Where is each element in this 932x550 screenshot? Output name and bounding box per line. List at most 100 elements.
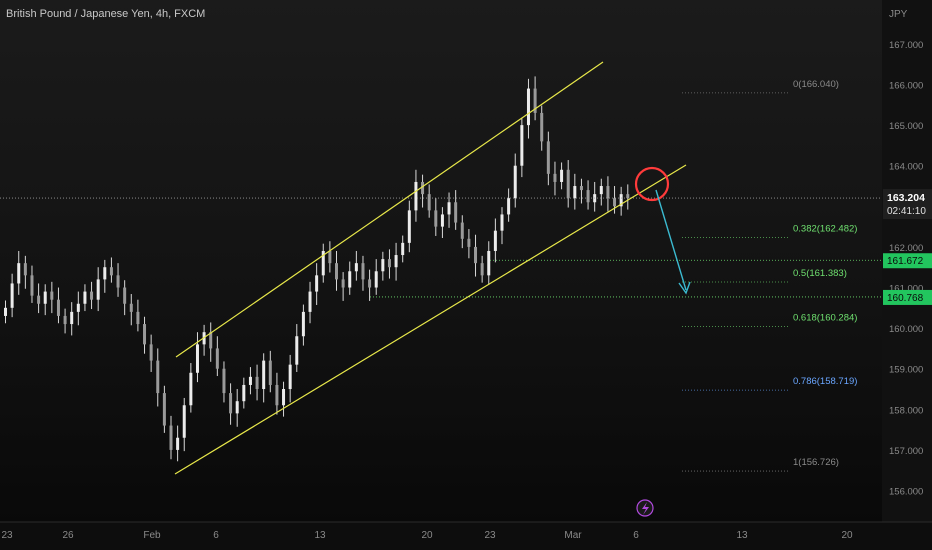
candle-body: [573, 186, 577, 199]
candle-body: [513, 165, 517, 199]
candle-body: [586, 190, 590, 203]
candle-body: [434, 210, 438, 227]
breakout-circle-marker[interactable]: [634, 166, 670, 202]
candle-body: [242, 384, 246, 402]
candle-body: [566, 169, 570, 199]
candle-body: [354, 263, 358, 272]
fib-level-label: 1(156.726): [793, 457, 839, 468]
candle-body: [17, 263, 21, 284]
chart-title: British Pound / Japanese Yen, 4h, FXCM: [6, 8, 205, 20]
fibonacci-retracement[interactable]: 0(166.040) 0.382(162.482) 0.5(161.383) 0.61…: [682, 79, 857, 472]
candle-body: [248, 376, 252, 385]
candle-body: [526, 88, 530, 126]
projection-arrow-line[interactable]: [655, 189, 687, 291]
candle-body: [361, 263, 365, 280]
candle-body: [507, 198, 511, 215]
fib-level-label: 0(166.040): [793, 79, 839, 90]
candle-body: [480, 263, 484, 276]
price-tag: [883, 253, 932, 269]
price-tick-label: 159.000: [889, 365, 923, 376]
candle-body: [606, 186, 610, 199]
time-tick-label: 20: [841, 530, 853, 541]
candle-body: [619, 194, 623, 207]
candle-body: [136, 311, 140, 325]
price-axis[interactable]: 156.000 157.000 158.000 159.000 160.000 161.0…: [882, 0, 932, 522]
candle-body: [10, 283, 14, 308]
current-price-value: 163.204: [887, 192, 925, 204]
candle-body: [268, 360, 272, 385]
candle-body: [116, 275, 120, 288]
candle-body: [129, 303, 133, 312]
candle-body: [23, 263, 27, 276]
candle-body: [282, 389, 286, 406]
candle-body: [328, 250, 332, 264]
candle-body: [520, 125, 524, 166]
price-tick-label: 167.000: [889, 40, 923, 51]
price-tick-label: 156.000: [889, 487, 923, 498]
candle-body: [262, 360, 266, 390]
time-tick-label: Mar: [564, 530, 582, 541]
candle-body: [553, 173, 557, 182]
candle-body: [315, 275, 319, 292]
candle-body: [275, 384, 279, 406]
candle-body: [407, 210, 411, 243]
current-price-tag: [883, 189, 932, 220]
price-tick-label: 164.000: [889, 162, 923, 173]
time-tick-label: 13: [314, 530, 326, 541]
time-tick-label: 20: [421, 530, 433, 541]
candle-body: [56, 299, 60, 316]
candle-body: [156, 360, 160, 394]
time-tick-label: 13: [736, 530, 748, 541]
candle-body: [63, 315, 67, 325]
candle-body: [103, 267, 107, 280]
candle-body: [341, 279, 345, 288]
time-tick-label: 6: [633, 530, 639, 541]
candle-body: [123, 287, 127, 304]
time-tick-label: 23: [484, 530, 496, 541]
candle-body: [308, 291, 312, 312]
price-tag: [883, 289, 932, 305]
candle-body: [368, 279, 372, 288]
candle-body: [454, 202, 458, 223]
candle-body: [579, 186, 583, 191]
candle-body: [255, 376, 259, 390]
time-tick-label: 6: [213, 530, 219, 541]
candle-body: [467, 238, 471, 247]
channel-lower-line[interactable]: [174, 164, 687, 475]
price-tag-label: 160.768: [887, 293, 924, 304]
fib-level-label: 0.618(160.284): [793, 313, 857, 324]
fib-level-label: 0.786(158.719): [793, 376, 857, 387]
candle-body: [176, 437, 180, 450]
channel-upper-line[interactable]: [175, 61, 604, 358]
price-tick-label: 161.000: [889, 284, 923, 295]
candle-body: [460, 222, 464, 239]
candle-body: [209, 332, 213, 349]
candle-body: [560, 169, 564, 182]
candle-body: [222, 368, 226, 394]
candle-body: [533, 88, 537, 113]
candle-body: [613, 198, 617, 207]
candle-body: [493, 230, 497, 251]
time-tick-label: Feb: [143, 530, 161, 541]
candle-body: [626, 194, 630, 199]
countdown-timer: 02:41:10: [887, 206, 926, 217]
fib-level-label: 0.382(162.482): [793, 223, 857, 234]
candle-body: [440, 214, 444, 227]
candle-body: [30, 275, 34, 296]
candle-body: [394, 255, 398, 268]
candle-body: [229, 393, 233, 414]
price-tick-label: 157.000: [889, 446, 923, 457]
time-axis[interactable]: 23 26 Feb 6 13 20 23 Mar 6 13 20: [0, 521, 932, 550]
candle-body: [189, 372, 193, 406]
candle-body: [50, 291, 54, 300]
currency-label: JPY: [889, 9, 908, 20]
candle-body: [43, 291, 47, 304]
candle-body: [83, 291, 87, 304]
fib-level-label: 0.5(161.383): [793, 268, 847, 279]
chart-drawings[interactable]: [0, 61, 882, 517]
candlestick-series: [4, 76, 630, 462]
time-tick-label: 26: [62, 530, 74, 541]
candle-body: [195, 344, 199, 373]
candle-body: [387, 259, 391, 268]
